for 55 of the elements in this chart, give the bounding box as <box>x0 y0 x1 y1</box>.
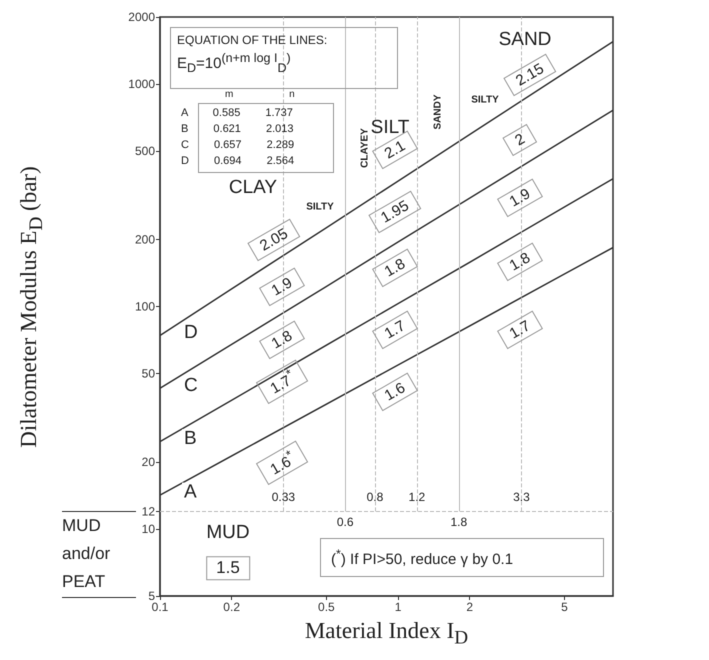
ref-line-label: 1.2 <box>408 490 426 506</box>
y-tick-label: 50 <box>142 366 156 380</box>
annotation: 1.8 <box>258 320 306 360</box>
ref-line-label: 0.33 <box>272 490 296 506</box>
annotation: CLAYEY <box>359 128 371 168</box>
annotation: 2.05 <box>247 218 301 262</box>
series-label: D <box>184 322 198 343</box>
annotation: 1.6 <box>372 372 418 412</box>
x-tick-label: 0.1 <box>152 600 169 614</box>
x-tick-label: 1 <box>394 600 402 614</box>
x-tick-label: 2 <box>466 600 474 614</box>
x-axis-title: Material Index I$_{D}$ <box>304 618 468 650</box>
annotation: 1.7 <box>496 310 544 350</box>
y-tick-label: 500 <box>134 144 156 158</box>
annotation: m n <box>225 89 295 100</box>
annotation: 2.15 <box>503 54 557 96</box>
annotation: 1.7 <box>372 310 418 350</box>
x-tick-label: 0.2 <box>223 600 240 614</box>
y-tick-label: 20 <box>142 455 156 470</box>
y-tick-label: 100 <box>134 300 156 314</box>
annotation: ($^{*}$) If PI>50, reduce γ by 0.1 <box>320 538 604 578</box>
series-label: C <box>184 374 198 396</box>
annotation: 1.5 <box>206 556 250 580</box>
y-tick-label: 12 <box>142 504 156 518</box>
annotation: B 0.621 2.013 <box>181 123 294 136</box>
ref-line-label: 1.8 <box>450 515 468 530</box>
annotation: 1.9 <box>258 268 306 306</box>
y-tick-label: 1000 <box>128 76 156 91</box>
annotation: EQUATION OF THE LINES: <box>177 33 328 48</box>
annotation: MUD <box>206 522 250 544</box>
text: MUD and/or PEAT <box>62 511 136 598</box>
series-label: A <box>184 482 197 503</box>
annotation: A 0.585 1.737 <box>181 107 293 120</box>
annotation: 2 <box>502 124 538 156</box>
x-tick-label: 0.5 <box>318 600 336 614</box>
annotation: CLAY <box>228 177 278 199</box>
annotation: 1.8 <box>496 242 544 282</box>
series-label: B <box>184 428 197 450</box>
y-tick-label: 10 <box>142 522 156 536</box>
annotation: SILTY <box>471 94 499 106</box>
annotation: SILTY <box>306 201 334 213</box>
x-tick-label: 5 <box>561 600 568 614</box>
annotation: 1.95 <box>368 190 422 234</box>
ref-line-label: 0.8 <box>366 490 384 506</box>
annotation: SAND <box>498 29 552 51</box>
ref-line-label: 0.6 <box>336 515 354 530</box>
annotation: 1.9 <box>496 178 544 218</box>
y-tick-label: 200 <box>134 232 156 247</box>
annotation: C 0.657 2.289 <box>181 139 294 152</box>
annotation: 1.8 <box>372 248 418 288</box>
y-tick-label: 5 <box>148 589 156 603</box>
ref-line-label: 3.3 <box>513 490 530 506</box>
annotation: D 0.694 2.564 <box>181 155 294 168</box>
annotation: SANDY <box>432 94 444 130</box>
y-tick-label: 2000 <box>128 10 156 24</box>
